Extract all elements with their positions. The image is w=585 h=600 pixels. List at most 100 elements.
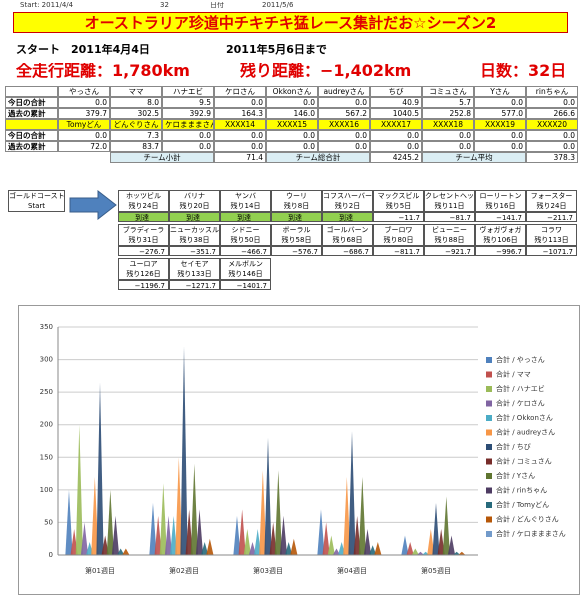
stop-status: −1401.7	[220, 280, 271, 290]
bar	[363, 528, 372, 555]
current-date: 2011/5/6	[262, 2, 294, 9]
distance-value: 0.0	[422, 130, 474, 141]
participant-name: rinちゃん	[526, 86, 578, 97]
stop-days: 残り16日	[475, 201, 526, 212]
participant-name: XXXX15	[266, 119, 318, 130]
distance-value: 0.0	[318, 141, 370, 152]
legend-swatch	[486, 444, 492, 450]
participant-name: XXXX18	[422, 119, 474, 130]
bar	[269, 522, 277, 555]
summary-label: チーム平均	[422, 152, 526, 163]
distance-value: 0.0	[266, 130, 318, 141]
distance-value: 567.2	[318, 108, 370, 119]
bar	[190, 463, 198, 555]
bar	[401, 535, 409, 555]
legend-swatch	[486, 516, 492, 523]
distance-value: 72.0	[58, 141, 110, 152]
stop-name: ヤンバ	[220, 190, 271, 201]
chart: 0 50 100 150 200 250 300 350 第01週目 第02週目 第03週目 第04週…	[18, 305, 580, 595]
participant-name: ちび	[370, 86, 422, 97]
stop-days: 残り5日	[373, 201, 424, 212]
stop-days: 残り50日	[220, 235, 271, 246]
days-count: 日数：32日	[480, 63, 567, 80]
bar	[164, 515, 173, 555]
stop-name: バリナ	[169, 190, 220, 201]
stop-name: ゴールバーン	[322, 224, 373, 235]
bar	[91, 476, 99, 555]
bar	[238, 509, 246, 555]
legend-label: 合計 / ママ	[496, 370, 531, 379]
distance-value: 302.5	[110, 108, 162, 119]
distance-value: 7.3	[110, 130, 162, 141]
summary-value: 71.4	[214, 152, 266, 163]
stop-name: ホッツビル	[118, 190, 169, 201]
stop-status: −81.7	[424, 212, 475, 222]
x-tick-label: 第04週目	[337, 566, 367, 575]
bar	[453, 551, 461, 555]
stop-days: 残り8日	[271, 201, 322, 212]
legend-swatch	[486, 429, 492, 436]
bar	[327, 535, 335, 555]
row-label: 今日の合計	[5, 130, 58, 141]
stop-days: 残り14日	[220, 201, 271, 212]
date-label: 日付	[210, 2, 224, 9]
x-tick-label: 第03週目	[253, 566, 283, 575]
participant-name: Tomyどん	[58, 119, 110, 130]
summary-label: チーム総合計	[266, 152, 370, 163]
bar	[264, 437, 272, 555]
row-label: 今日の合計	[5, 97, 58, 108]
bar	[248, 541, 257, 555]
legend-swatch	[486, 400, 492, 407]
distance-value: 252.8	[422, 108, 474, 119]
bar	[117, 548, 125, 555]
legend-swatch	[486, 531, 492, 537]
legend-swatch	[486, 487, 492, 494]
distance-value: 164.3	[214, 108, 266, 119]
distance-value: 0.0	[58, 130, 110, 141]
stop-days: 残り126日	[118, 269, 169, 280]
bar	[154, 515, 162, 555]
header-corner	[5, 119, 58, 130]
stop-name: セイモア	[169, 258, 220, 269]
participant-name: XXXX17	[370, 119, 422, 130]
bar	[75, 424, 83, 555]
distance-value: 0.0	[526, 97, 578, 108]
stop-status: −1071.7	[526, 246, 577, 256]
stop-days: 残り88日	[424, 235, 475, 246]
participant-name: やっさん	[58, 86, 110, 97]
stop-days: 残り11日	[424, 201, 475, 212]
legend-label: 合計 / コミュさん	[496, 457, 552, 466]
bar	[374, 541, 382, 555]
bar	[274, 470, 282, 555]
stop-status: −996.7	[475, 246, 526, 256]
stop-name: ユーロア	[118, 258, 169, 269]
distance-value: 0.0	[214, 141, 266, 152]
x-tick-label: 第01週目	[85, 566, 115, 575]
bar	[254, 528, 262, 555]
participant-name: Okkonさん	[266, 86, 318, 97]
legend-swatch	[486, 357, 492, 363]
row-label: 過去の累計	[5, 141, 58, 152]
bar	[206, 538, 214, 555]
distance-value: 0.0	[214, 97, 266, 108]
bar	[65, 489, 73, 555]
distance-value: 0.0	[474, 141, 526, 152]
distance-value: 392.9	[162, 108, 214, 119]
stop-name: フォースター	[526, 190, 577, 201]
legend-label: 合計 / ケロまままさん	[496, 529, 566, 538]
stop-days: 残り58日	[271, 235, 322, 246]
total-distance: 全走行距離：1,780km	[16, 63, 190, 80]
bar	[432, 502, 440, 555]
distance-value: 0.0	[526, 130, 578, 141]
stop-name: ローリートン	[475, 190, 526, 201]
stop-status: 到達	[169, 212, 220, 222]
distance-value: 0.0	[162, 130, 214, 141]
title: オーストラリア珍道中チキチキ猛レース集計だお☆シーズン2	[13, 12, 568, 33]
legend-label: 合計 / Tomyどん	[496, 500, 549, 509]
stop-status: −211.7	[526, 212, 577, 222]
legend-swatch	[486, 502, 492, 508]
stop-status: −466.7	[220, 246, 271, 256]
stop-status: −276.7	[118, 246, 169, 256]
legend-label: 合計 / ケロさん	[496, 399, 545, 408]
